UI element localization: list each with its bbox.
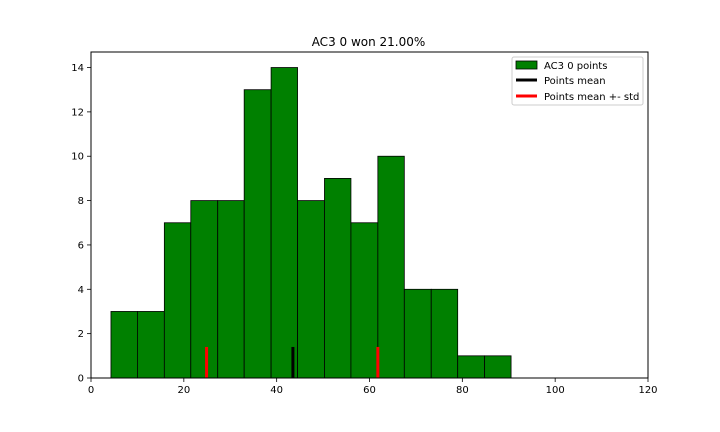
histogram-bar [243, 89, 272, 379]
y-tick-label: 10 [71, 152, 84, 163]
x-axis: 0 20 40 60 80 100 120 [88, 378, 658, 396]
histogram-bar [457, 355, 486, 379]
chart-title: AC3 0 won 21.00% [312, 35, 426, 49]
x-tick-label: 120 [638, 385, 657, 396]
legend-label-std: Points mean +- std [544, 92, 639, 103]
reference-lines [205, 346, 380, 378]
histogram-bar [430, 288, 459, 379]
histogram-bar [484, 355, 512, 379]
histogram-bars [110, 67, 512, 379]
histogram-bar [270, 67, 298, 379]
histogram-bar [217, 200, 245, 379]
histogram-bar [350, 222, 379, 379]
histogram-bar [137, 311, 165, 379]
y-tick-label: 12 [71, 107, 84, 118]
histogram-bar [403, 288, 432, 379]
x-tick-label: 100 [546, 385, 565, 396]
legend-swatch-bars [515, 60, 538, 70]
histogram-bar [190, 200, 219, 379]
y-tick-label: 2 [78, 329, 84, 340]
legend-label-bars: AC3 0 points [544, 61, 607, 72]
x-tick-label: 20 [177, 385, 190, 396]
y-axis: 0 2 4 6 8 10 12 14 [71, 63, 91, 385]
y-tick-label: 14 [71, 63, 84, 74]
y-tick-label: 6 [78, 240, 84, 251]
histogram-bar [324, 178, 352, 379]
legend-box [511, 56, 644, 106]
legend-label-mean: Points mean [544, 76, 606, 87]
x-tick-label: 0 [88, 385, 94, 396]
histogram-bar [297, 200, 325, 379]
histogram-bar [110, 311, 138, 379]
x-tick-label: 60 [363, 385, 376, 396]
legend: AC3 0 points Points mean Points mean +- … [511, 56, 644, 106]
y-tick-label: 8 [78, 196, 84, 207]
x-tick-label: 40 [270, 385, 283, 396]
x-tick-label: 80 [456, 385, 469, 396]
y-tick-label: 0 [78, 374, 84, 385]
y-tick-label: 4 [78, 285, 84, 296]
histogram-bar [377, 155, 405, 379]
histogram-bar [163, 222, 192, 379]
